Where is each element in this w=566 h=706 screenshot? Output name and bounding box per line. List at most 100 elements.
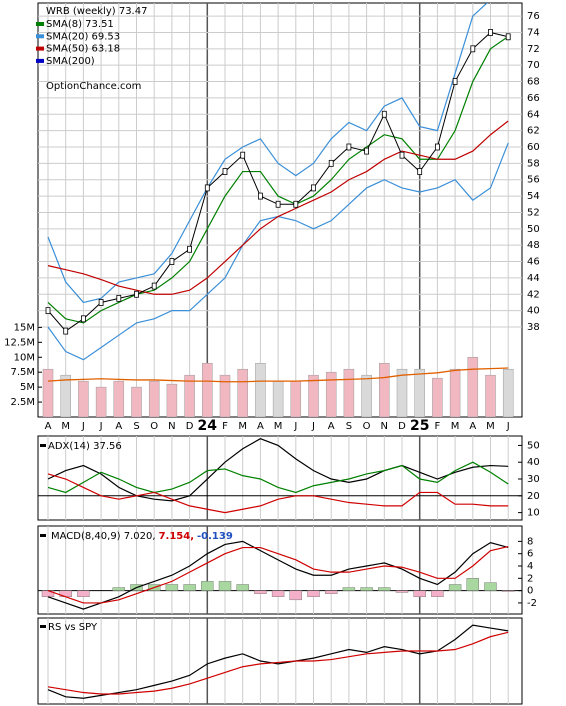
legend-swatch [40,625,46,628]
y-tick-label: 5M [20,382,35,393]
y-tick-label: 42 [527,289,540,300]
series-line [47,624,509,699]
y-tick-label: 40 [527,457,540,468]
watermark: OptionChance.com [46,81,141,92]
volume-bar [361,374,372,417]
volume-bar [148,380,160,417]
x-tick-label: M [486,421,495,432]
volume-bar [290,380,302,417]
y-tick-label: 54 [527,191,540,202]
legend-swatch [36,58,44,63]
x-tick-label: M [451,421,460,432]
histogram-bar [466,578,479,591]
price-candle [311,184,316,192]
volume-bar [184,374,195,417]
y-tick-label: 58 [527,158,540,169]
y-tick-label: 6 [527,549,533,560]
histogram-bar [325,590,338,594]
chart-title: WRB (weekly) 73.47 [46,6,147,17]
price-candle [45,307,51,315]
x-tick-label: N [381,421,388,432]
x-tick-label: J [81,421,85,432]
histogram-bar [201,581,214,591]
x-tick-label: 25 [410,418,429,434]
y-tick-label: 64 [527,109,540,120]
x-tick-label: O [150,421,158,432]
histogram-bar [413,590,426,597]
y-tick-label: 10M [14,352,35,363]
x-tick-label: M [61,421,70,432]
y-tick-label: 38 [527,322,540,333]
x-tick-label: J [311,421,315,432]
price-plot [42,3,514,417]
legend-swatch [40,444,46,447]
histogram-bar [254,590,267,594]
histogram-bar [271,590,285,597]
y-tick-label: 0 [527,586,533,597]
x-tick-label: A [328,421,335,432]
volume-bar [219,374,231,417]
histogram-bar [360,587,373,591]
histogram-bar [431,590,444,597]
x-tick-label: A [45,421,52,432]
price-candle [381,110,387,118]
legend-swatch [36,46,44,51]
panel-title: RS vs SPY [48,622,98,633]
x-tick-label: O [363,421,371,432]
legend-label: MACD(8,40,9) 7.020, [51,531,156,542]
price-candle [275,200,281,208]
panel-title: MACD(8,40,9) 7.020, 7.154, -0.139 [51,531,233,542]
legend-label: SMA(50) 63.18 [46,44,120,55]
volume-bar [325,371,337,417]
volume-bar [42,368,54,417]
y-tick-label: 7.5M [10,367,35,378]
volume-bar [396,368,408,417]
price-candle [204,184,210,192]
price-candle [505,33,511,41]
y-tick-label: 4 [527,561,533,572]
histogram-bar [502,590,515,592]
y-tick-label: 62 [527,126,540,137]
volume-bar [502,368,514,417]
x-tick-label: 24 [198,418,218,434]
price-candle [346,143,352,151]
price-candle [116,294,122,302]
volume-bar [414,368,425,417]
price-candle [452,78,458,85]
x-tick-label: A [257,421,264,432]
histogram-bar [77,590,90,597]
series-line [47,461,509,494]
histogram-bar [342,587,356,591]
legend-label: SMA(8) 73.51 [46,19,114,30]
x-tick-label: A [469,421,476,432]
y-tick-label: -2 [527,598,537,609]
y-tick-label: 2 [527,573,533,584]
volume-bar [78,380,89,417]
histogram-bar [395,590,409,593]
x-tick-label: J [293,421,297,432]
price-candle [399,151,405,159]
series-line [47,367,509,383]
price-candle [488,29,493,36]
y-tick-label: 40 [527,306,540,317]
y-tick-label: 2.5M [10,397,35,408]
price-candle [222,168,228,175]
price-candle [328,159,334,167]
y-tick-label: 68 [527,77,540,88]
y-tick-label: 74 [527,27,540,38]
histogram-bar [307,590,320,597]
price-candle [257,192,263,200]
histogram-bar [289,590,302,601]
panel-frame [37,617,523,705]
y-tick-label: 10 [527,508,540,519]
y-tick-label: 72 [527,44,540,55]
volume-bar [131,386,142,417]
legend-label: SMA(20) 69.53 [46,31,120,42]
volume-bar [255,362,266,417]
series-line [47,3,488,304]
series-line [47,36,509,324]
histogram-bar [448,584,462,591]
legend-label: 7.154, [159,531,194,542]
y-tick-label: 12.5M [4,337,35,348]
